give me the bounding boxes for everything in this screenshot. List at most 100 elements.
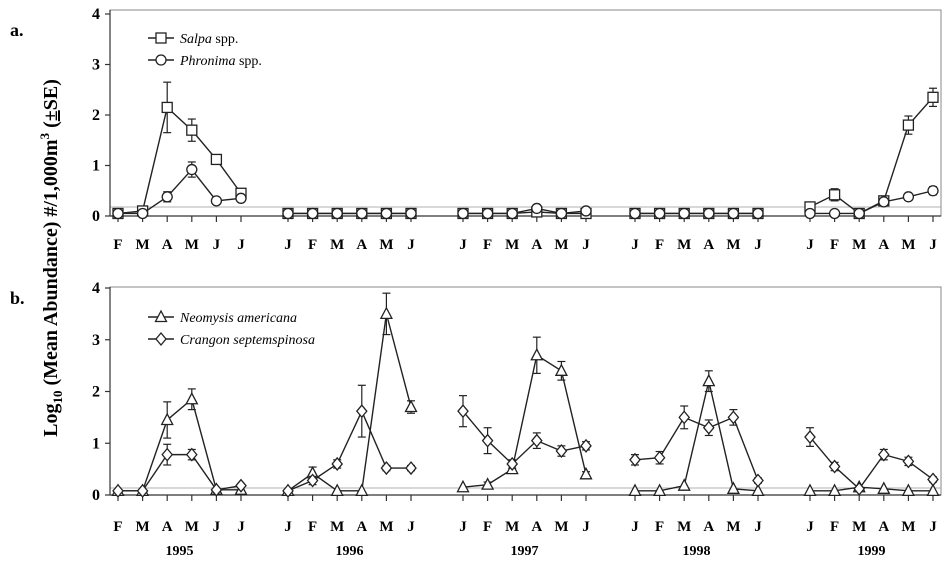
data-point xyxy=(927,91,939,103)
y-tick-label: 2 xyxy=(92,384,100,401)
data-point xyxy=(405,461,417,476)
y-tick-label: 2 xyxy=(92,107,100,124)
x-tick-label: J xyxy=(407,237,415,253)
data-point xyxy=(902,191,915,203)
x-tick-label: M xyxy=(852,519,866,535)
x-tick-label: F xyxy=(483,237,492,253)
data-point xyxy=(703,207,715,220)
data-point xyxy=(161,101,173,114)
x-tick-label: F xyxy=(830,237,839,253)
data-point xyxy=(185,447,198,462)
y-axis-title: Log10 (Mean Abundance) #/1,000m3 (±SE) xyxy=(37,79,65,437)
y-tick-label: 4 xyxy=(92,280,100,297)
data-point xyxy=(136,207,149,220)
legend-label: Phronima spp. xyxy=(179,54,262,69)
y-axis-title-subscript: 10 xyxy=(50,391,65,404)
data-point xyxy=(112,483,124,498)
x-tick-label: M xyxy=(330,519,344,535)
series-2 xyxy=(112,161,939,220)
y-tick-label: 0 xyxy=(92,487,100,504)
data-point xyxy=(629,207,641,220)
data-point xyxy=(678,207,690,220)
data-point xyxy=(155,54,167,66)
x-tick-label: J xyxy=(213,519,221,535)
series-line xyxy=(810,486,933,492)
y-tick-label: 0 xyxy=(92,208,100,225)
data-point xyxy=(136,483,149,498)
data-point xyxy=(702,373,716,387)
data-point xyxy=(481,207,494,220)
legend-label-rest: spp. xyxy=(212,32,238,47)
legend-label: Crangon septemspinosa xyxy=(180,333,315,348)
x-tick-label: M xyxy=(185,519,199,535)
data-point xyxy=(404,399,418,413)
data-point xyxy=(554,363,568,376)
data-point xyxy=(155,331,167,347)
data-point xyxy=(210,482,223,497)
legend-label-italic: Crangon septemspinosa xyxy=(180,333,315,348)
data-point xyxy=(531,202,543,215)
series-line xyxy=(287,409,411,492)
x-tick-label: A xyxy=(531,237,542,253)
x-tick-label: J xyxy=(237,237,245,253)
x-tick-label: A xyxy=(878,237,889,253)
data-point xyxy=(331,456,344,471)
x-tick-label: J xyxy=(284,237,292,253)
svg-text:Log10 (Mean Abundance) #/1,000: Log10 (Mean Abundance) #/1,000m3 (±SE) xyxy=(37,79,65,437)
data-point xyxy=(457,404,469,419)
data-point xyxy=(926,483,940,497)
panel-label: a. xyxy=(10,20,24,40)
data-point xyxy=(160,412,174,426)
data-point xyxy=(185,391,199,405)
data-point xyxy=(677,478,691,491)
data-point xyxy=(853,481,866,496)
x-tick-label: F xyxy=(655,237,664,253)
x-tick-label: A xyxy=(703,519,714,535)
data-point xyxy=(330,483,344,497)
year-label: 1998 xyxy=(683,544,711,559)
data-point xyxy=(235,478,247,493)
data-point xyxy=(456,479,470,493)
legend-entry: Phronima spp. xyxy=(148,54,262,69)
data-point xyxy=(210,195,223,207)
x-tick-label: J xyxy=(459,237,467,253)
data-point xyxy=(902,454,915,469)
y-axis-title-paren-open: ( xyxy=(40,121,62,133)
x-tick-label: J xyxy=(631,519,639,535)
data-point xyxy=(653,207,666,220)
data-point xyxy=(828,207,841,220)
x-tick-label: A xyxy=(162,519,173,535)
data-point xyxy=(506,207,518,220)
x-tick-label: F xyxy=(113,237,122,253)
legend-entry: Salpa spp. xyxy=(148,32,238,47)
x-tick-label: M xyxy=(677,519,691,535)
x-tick-label: J xyxy=(806,237,814,253)
data-point xyxy=(828,459,841,474)
x-tick-label: M xyxy=(901,519,915,535)
data-point xyxy=(405,207,417,220)
y-axis-title-pm: ± xyxy=(40,110,62,121)
data-point xyxy=(579,466,593,480)
x-tick-label: J xyxy=(213,237,221,253)
x-tick-label: A xyxy=(356,519,367,535)
data-point xyxy=(161,447,174,462)
year-label: 1997 xyxy=(511,544,539,559)
series-line xyxy=(809,96,934,215)
x-tick-label: J xyxy=(582,519,590,535)
data-point xyxy=(380,461,393,476)
y-tick-label: 1 xyxy=(92,435,100,452)
y-tick-label: 3 xyxy=(92,57,100,74)
data-point xyxy=(702,420,715,435)
legend-label-rest: spp. xyxy=(235,54,261,69)
data-point xyxy=(853,207,865,220)
data-point xyxy=(726,481,740,494)
legend-entry: Neomysis americana xyxy=(148,309,297,326)
legend-label: Salpa spp. xyxy=(180,32,238,47)
x-tick-label: M xyxy=(136,237,150,253)
y-tick-label: 4 xyxy=(92,6,100,23)
data-point xyxy=(530,433,543,448)
x-tick-label: A xyxy=(878,519,889,535)
